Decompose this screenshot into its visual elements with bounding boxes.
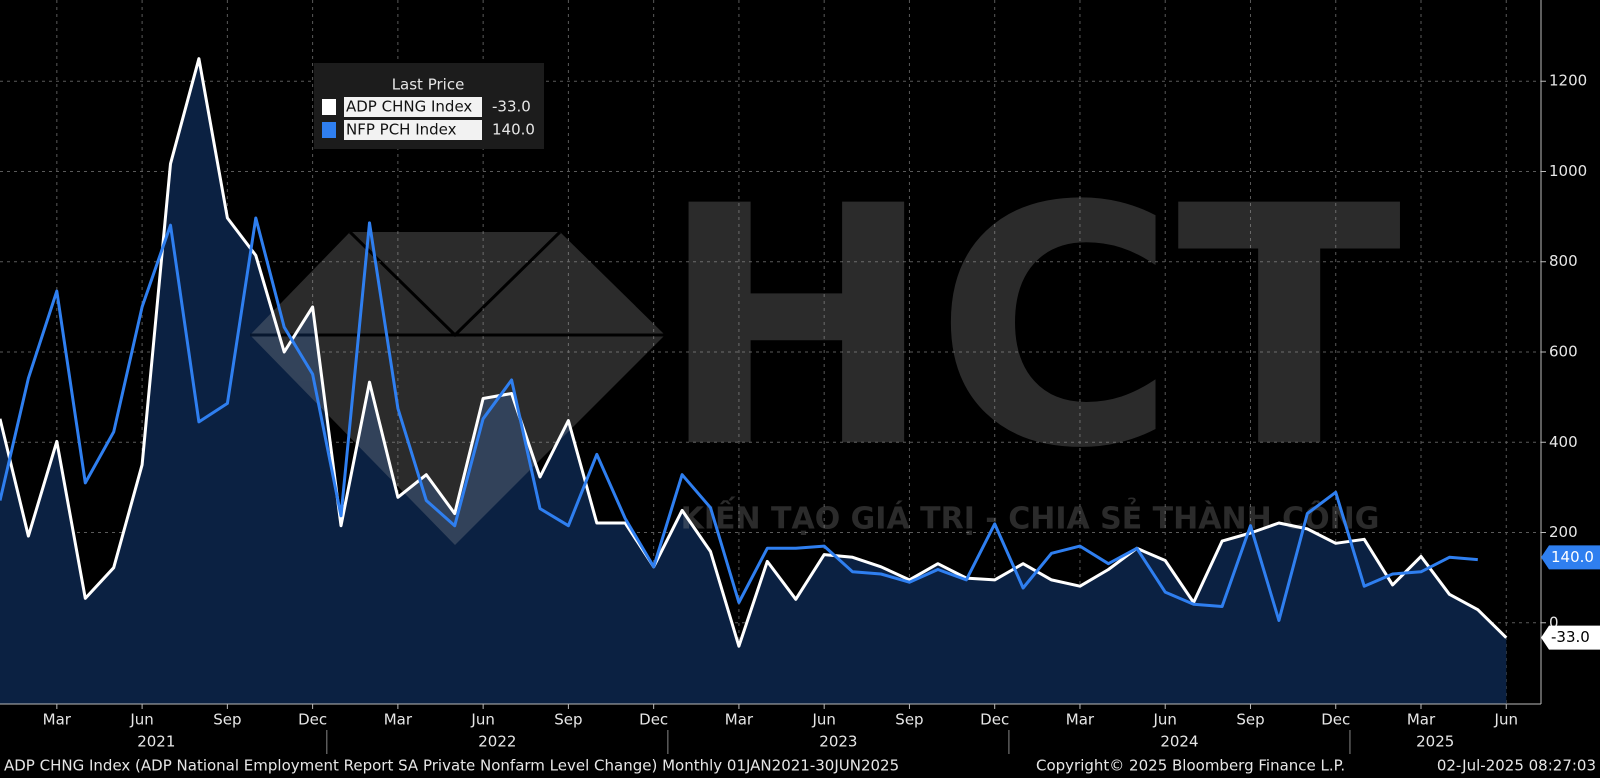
x-tick-label: Jun xyxy=(811,711,835,729)
footer-timestamp: 02-Jul-2025 08:27:03 xyxy=(1437,757,1596,775)
area-layer xyxy=(0,58,1507,704)
watermark-diamond xyxy=(250,232,665,545)
watermark-slogan: KIẾN TẠO GIÁ TRỊ - CHIA SẺ THÀNH CÔNG xyxy=(681,497,1380,537)
x-year-label: 2022 xyxy=(478,733,516,751)
y-tick-label: 0 xyxy=(1549,613,1559,631)
series-line xyxy=(0,216,1478,622)
x-tick-label: Jun xyxy=(470,711,494,729)
last-price-tag xyxy=(1541,625,1600,650)
x-year-label: 2025 xyxy=(1416,733,1454,751)
x-tick-label: Sep xyxy=(213,711,241,729)
legend-name-bg xyxy=(344,120,482,140)
x-tick-label: Sep xyxy=(554,711,582,729)
last-price-label: 140.0 xyxy=(1551,548,1594,566)
y-tick-label: 1200 xyxy=(1549,72,1587,90)
area xyxy=(0,58,1507,704)
lines-layer xyxy=(0,57,1508,648)
x-tick-label: Mar xyxy=(725,711,754,729)
y-tick-label: 200 xyxy=(1549,523,1578,541)
watermark-logo: HCT xyxy=(658,136,1403,520)
watermark: HCT KIẾN TẠO GIÁ TRỊ - CHIA SẺ THÀNH CÔN… xyxy=(250,136,1404,545)
x-tick-label: Jun xyxy=(129,711,153,729)
x-year-label: 2021 xyxy=(137,733,175,751)
legend-name-bg xyxy=(344,97,482,117)
x-tick-label: Mar xyxy=(43,711,72,729)
x-tick-label: Jun xyxy=(1494,711,1518,729)
x-tick-label: Dec xyxy=(980,711,1009,729)
y-tick-label: 600 xyxy=(1549,343,1578,361)
x-tick-label: Jun xyxy=(1153,711,1177,729)
x-year-label: 2023 xyxy=(819,733,857,751)
axis-labels: 0 200 400 600 800 1000 1200 Mar Jun Sep Dec Mar Jun S… xyxy=(43,72,1600,754)
legend-value: -33.0 xyxy=(492,98,531,116)
footer-description: ADP CHNG Index (ADP National Employment … xyxy=(4,757,899,775)
legend-title: Last Price xyxy=(392,76,465,94)
legend-swatch xyxy=(322,99,336,115)
x-tick-label: Sep xyxy=(1236,711,1264,729)
y-tick-label: 400 xyxy=(1549,433,1578,451)
x-tick-label: Dec xyxy=(298,711,327,729)
last-price-label: -33.0 xyxy=(1551,628,1590,646)
x-tick-label: Sep xyxy=(895,711,923,729)
x-year-label: 2024 xyxy=(1160,733,1198,751)
x-tick-label: Dec xyxy=(1321,711,1350,729)
last-price-tag xyxy=(1541,545,1600,570)
x-tick-label: Mar xyxy=(384,711,413,729)
legend-rows: ADP CHNG Index -33.0 NFP PCH Index 140.0 xyxy=(322,97,535,140)
legend-swatch xyxy=(322,122,336,138)
watermark-line xyxy=(348,230,562,338)
legend-value: 140.0 xyxy=(492,121,535,139)
y-tick-label: 1000 xyxy=(1549,162,1587,180)
x-tick-label: Dec xyxy=(639,711,668,729)
y-tick-label: 800 xyxy=(1549,252,1578,270)
x-tick-label: Mar xyxy=(1407,711,1436,729)
legend-name: ADP CHNG Index xyxy=(346,98,472,116)
legend-name: NFP PCH Index xyxy=(346,121,457,139)
footer-copyright: Copyright© 2025 Bloomberg Finance L.P. xyxy=(1036,757,1345,775)
x-tick-label: Mar xyxy=(1066,711,1095,729)
